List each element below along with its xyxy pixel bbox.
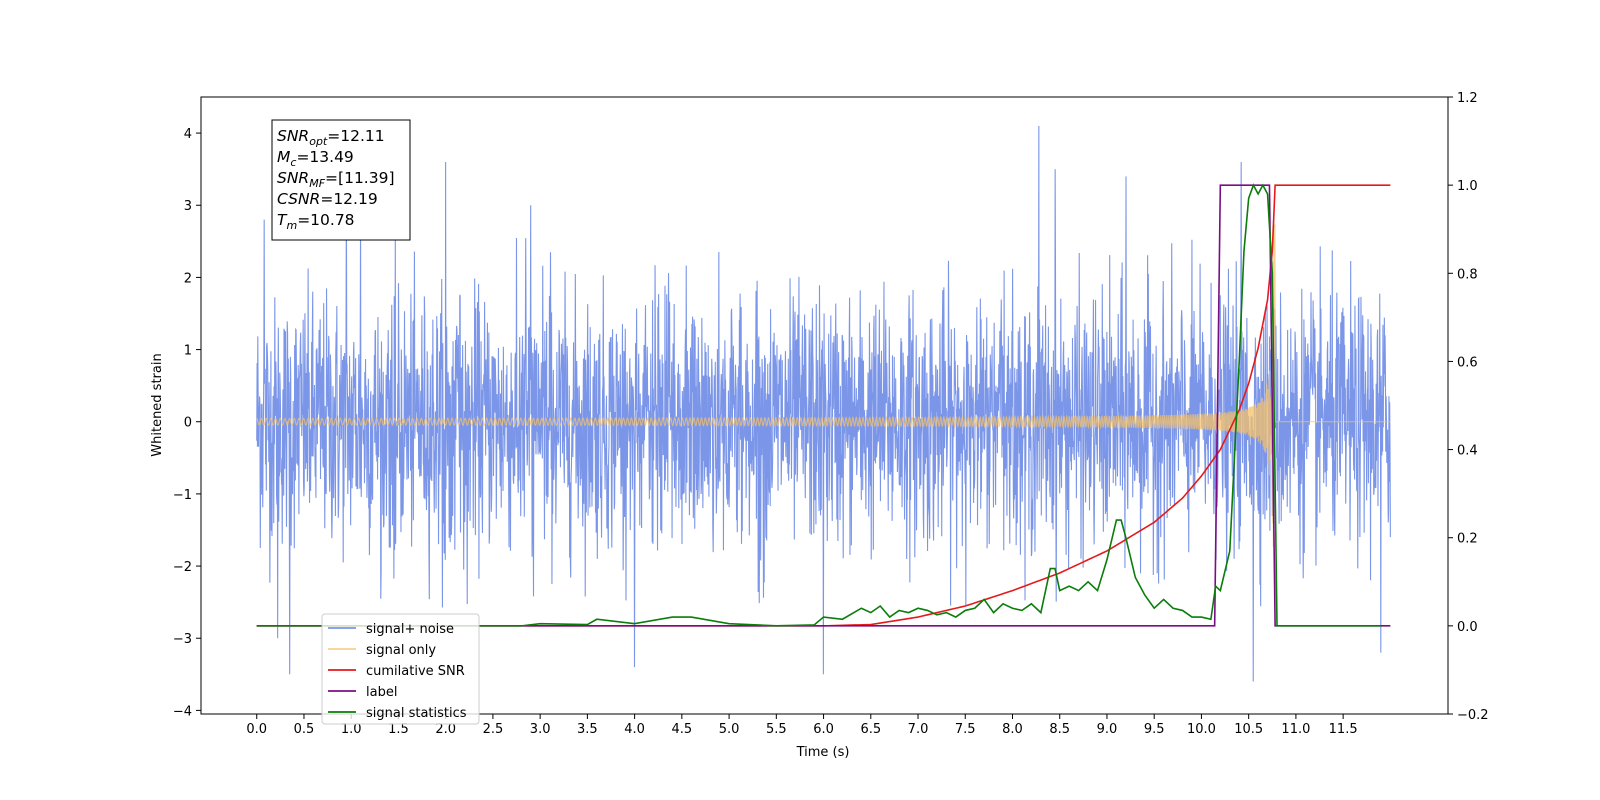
legend-frame xyxy=(321,613,480,725)
legend-label: signal only xyxy=(366,643,436,658)
y-right-tick-label: 0.2 xyxy=(1457,532,1478,547)
x-axis-label: Time (s) xyxy=(796,745,850,760)
y-right-tick-label: 0.0 xyxy=(1457,620,1478,635)
x-tick-label: 9.0 xyxy=(1097,722,1118,737)
x-tick-label: 4.5 xyxy=(672,722,693,737)
y-left-tick-label: 1 xyxy=(184,344,192,359)
x-tick-label: 3.0 xyxy=(530,722,551,737)
x-tick-label: 7.5 xyxy=(955,722,976,737)
x-tick-label: 10.0 xyxy=(1187,722,1216,737)
annotation-line: SNRopt=12.11 xyxy=(277,127,385,148)
x-tick-label: 7.0 xyxy=(908,722,929,737)
x-tick-label: 0.5 xyxy=(294,722,315,737)
y-right-tick-label: 0.8 xyxy=(1457,267,1478,282)
annotation-line: SNRMF=[11.39] xyxy=(277,169,395,190)
y-right-tick-label: 0.6 xyxy=(1457,355,1478,370)
x-tick-label: 10.5 xyxy=(1234,722,1263,737)
plot-frame xyxy=(200,96,1449,715)
x-tick-label: 9.5 xyxy=(1144,722,1165,737)
y-axis-right: 1.2 1.0 0.8 0.6 0.4 0.2 0.0 −0.2 xyxy=(1448,91,1489,723)
x-tick-label: 6.5 xyxy=(860,722,881,737)
legend: signal+ noise signal only cumilative SNR la… xyxy=(321,613,480,725)
legend-label: signal+ noise xyxy=(366,622,454,637)
y-axis-label: Whitened strain xyxy=(150,353,165,456)
x-tick-label: 4.0 xyxy=(624,722,645,737)
series-layer xyxy=(256,125,1391,682)
x-tick-label: 1.0 xyxy=(341,722,362,737)
y-left-tick-label: 3 xyxy=(184,199,192,214)
y-right-tick-label: 1.2 xyxy=(1457,91,1478,106)
y-right-tick-label: 0.4 xyxy=(1457,444,1478,459)
y-axis-left: 4 3 2 1 0 −1 −2 −3 −4 xyxy=(173,127,201,719)
legend-label: signal statistics xyxy=(366,706,467,721)
y-left-tick-label: 2 xyxy=(184,271,192,286)
y-right-tick-label: 1.0 xyxy=(1457,179,1478,194)
x-tick-label: 5.5 xyxy=(766,722,787,737)
x-tick-label: 1.5 xyxy=(388,722,409,737)
x-tick-label: 2.5 xyxy=(483,722,504,737)
series-line-signal-statistics xyxy=(256,183,1381,627)
x-tick-label: 11.5 xyxy=(1329,722,1358,737)
x-tick-label: 8.0 xyxy=(1002,722,1023,737)
series-line-signal-only xyxy=(256,219,1391,548)
annotation-line: Tm=10.78 xyxy=(277,211,355,232)
x-tick-label: 0.0 xyxy=(246,722,267,737)
annotation-line: CSNR=12.19 xyxy=(277,190,378,208)
y-left-tick-label: −3 xyxy=(173,632,192,647)
series-line-signal-noise xyxy=(256,125,1391,682)
y-left-tick-label: −2 xyxy=(173,560,192,575)
x-tick-label: 5.0 xyxy=(719,722,740,737)
annotation-box: SNRopt=12.11Mc=13.49SNRMF=[11.39]CSNR=12… xyxy=(271,119,411,241)
y-left-tick-label: −1 xyxy=(173,488,192,503)
x-tick-label: 11.0 xyxy=(1281,722,1310,737)
series-line-cumilative-snr xyxy=(256,184,1391,627)
x-axis: 0.0 0.5 1.0 1.5 2.0 2.5 3.0 3.5 4.0 4.5 5.0 5.5 6.0 6… xyxy=(246,714,1358,737)
annotation-frame xyxy=(271,119,411,241)
x-tick-label: 6.0 xyxy=(813,722,834,737)
annotation-line: Mc=13.49 xyxy=(277,148,354,169)
y-left-tick-label: −4 xyxy=(173,704,192,719)
y-left-tick-label: 0 xyxy=(184,416,192,431)
x-tick-label: 8.5 xyxy=(1049,722,1070,737)
x-tick-label: 2.0 xyxy=(435,722,456,737)
x-tick-label: 3.5 xyxy=(577,722,598,737)
legend-label: label xyxy=(366,685,397,700)
legend-label: cumilative SNR xyxy=(366,664,465,679)
y-left-tick-label: 4 xyxy=(184,127,192,142)
y-right-tick-label: −0.2 xyxy=(1457,708,1489,723)
